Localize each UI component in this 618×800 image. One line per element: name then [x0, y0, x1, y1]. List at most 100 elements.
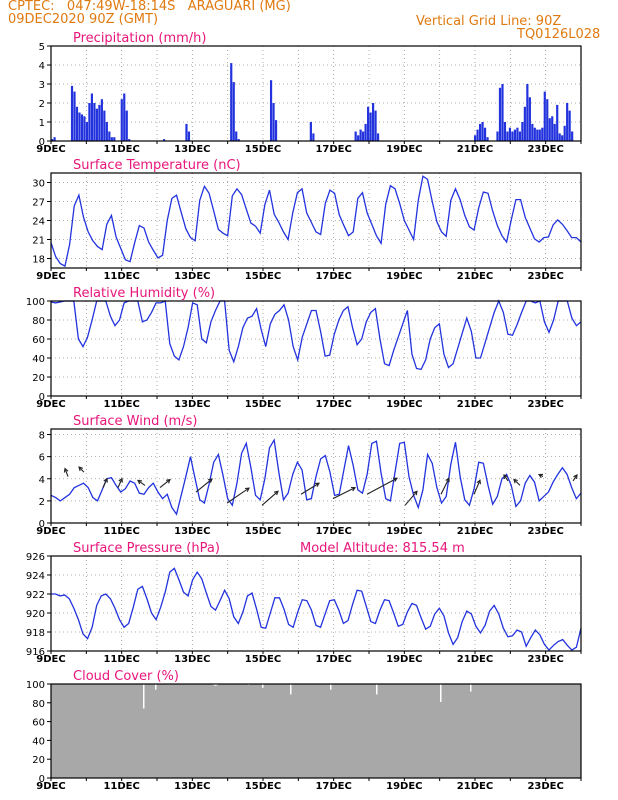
- precip-bar: [93, 103, 96, 141]
- precip-bar: [371, 103, 375, 141]
- precip-bar: [80, 114, 84, 141]
- precip-bar: [312, 133, 315, 141]
- cloud-gap: [470, 684, 472, 692]
- precip-bar: [75, 106, 79, 141]
- x-tick-label: 23DEC: [527, 781, 563, 792]
- y-tick-label: 922: [26, 590, 45, 601]
- y-tick-label: 20: [32, 755, 45, 766]
- wind-arrowhead: [314, 482, 320, 487]
- wind-arrow: [572, 474, 578, 482]
- y-tick-label: 40: [32, 736, 45, 747]
- y-tick-label: 0: [39, 774, 45, 785]
- precip-bar: [269, 80, 273, 141]
- cloud-gap: [155, 684, 157, 690]
- series-line: [50, 299, 582, 371]
- precip-bar: [474, 135, 477, 141]
- precip-bar: [481, 122, 484, 141]
- precip-bar: [506, 131, 509, 141]
- x-tick-label: 19DEC: [386, 781, 422, 792]
- vertical-grid-note: Vertical Grid Line: 90Z: [416, 14, 562, 29]
- precip-bar: [538, 129, 541, 141]
- x-tick-label: 13DEC: [174, 526, 210, 537]
- precip-bar: [503, 122, 507, 141]
- x-tick-label: 21DEC: [457, 144, 493, 155]
- precip-bar: [362, 131, 365, 141]
- wind-arrowhead: [413, 490, 418, 496]
- y-tick-label: 60: [32, 718, 45, 729]
- precip-bar: [73, 91, 76, 141]
- wind-arrowhead: [166, 478, 171, 484]
- cloud-gap: [262, 684, 264, 688]
- precip-bar: [162, 139, 166, 141]
- x-tick-label: 15DEC: [245, 271, 281, 282]
- panel-frame: [50, 300, 582, 397]
- cloud-gap: [440, 684, 442, 702]
- wind-arrowhead: [476, 479, 481, 485]
- precip-bar: [125, 110, 128, 141]
- y-tick-label: 80: [32, 699, 45, 710]
- precip-bar: [237, 139, 240, 141]
- wind-arrow: [102, 478, 108, 488]
- precip-bar: [274, 120, 278, 141]
- x-tick-label: 23DEC: [527, 654, 563, 665]
- x-tick-label: 19DEC: [386, 399, 422, 410]
- wind-arrow: [195, 478, 213, 493]
- wind-arrowhead: [503, 474, 508, 480]
- precip-bar: [53, 137, 56, 141]
- x-tick-label: 21DEC: [457, 526, 493, 537]
- x-tick-label: 9DEC: [36, 271, 65, 282]
- y-tick-label: 6: [39, 453, 45, 464]
- y-tick-label: 18: [32, 255, 45, 266]
- model-code: TQ0126L028: [517, 27, 601, 42]
- panel-title: Relative Humidity (%): [73, 286, 215, 301]
- precip-bar: [568, 110, 571, 141]
- x-tick-label: 17DEC: [315, 654, 351, 665]
- panel-title: Cloud Cover (%): [73, 669, 179, 684]
- wind-arrow: [332, 487, 356, 500]
- x-tick-label: 21DEC: [457, 654, 493, 665]
- panel-title: Surface Temperature (nC): [73, 158, 241, 173]
- x-tick-label: 23DEC: [527, 144, 563, 155]
- precip-bar: [496, 131, 499, 141]
- precip-bar: [563, 125, 566, 141]
- y-tick-label: 916: [26, 647, 45, 658]
- precip-bar: [364, 123, 367, 141]
- precip-bar: [128, 139, 131, 141]
- precip-bar: [90, 93, 93, 141]
- wind-arrow: [503, 474, 509, 482]
- precip-bar: [357, 135, 360, 141]
- precip-bar: [272, 103, 275, 141]
- y-tick-label: 0: [39, 519, 45, 530]
- x-tick-label: 13DEC: [174, 399, 210, 410]
- precip-bar: [374, 110, 377, 141]
- cloud-gap: [290, 684, 292, 695]
- series-line: [50, 175, 582, 268]
- panel-annotation: Model Altitude: 815.54 m: [300, 541, 465, 556]
- wind-arrow: [137, 479, 146, 486]
- wind-arrow: [300, 482, 320, 495]
- y-tick-label: 920: [26, 609, 45, 620]
- x-tick-label: 15DEC: [245, 399, 281, 410]
- precip-bar: [105, 122, 108, 141]
- x-tick-label: 9DEC: [36, 144, 65, 155]
- precip-bar: [88, 103, 91, 141]
- precip-bar: [51, 139, 54, 141]
- wind-arrowhead: [63, 467, 69, 473]
- y-tick-label: 21: [32, 236, 45, 247]
- wind-arrowhead: [392, 477, 399, 482]
- x-tick-label: 13DEC: [174, 781, 210, 792]
- y-tick-label: 30: [32, 179, 45, 190]
- x-tick-label: 9DEC: [36, 526, 65, 537]
- precip-bar: [536, 129, 539, 141]
- wind-arrowhead: [244, 487, 250, 492]
- precip-bar: [98, 104, 101, 141]
- x-tick-label: 13DEC: [174, 144, 210, 155]
- precip-bar: [516, 127, 519, 141]
- precip-bar: [543, 91, 546, 141]
- x-tick-label: 11DEC: [103, 781, 139, 792]
- panel-frame: [50, 45, 582, 142]
- wind-arrow: [78, 466, 85, 473]
- x-tick-label: 11DEC: [103, 399, 139, 410]
- precip-bar: [531, 123, 534, 141]
- wind-arrow: [513, 479, 521, 486]
